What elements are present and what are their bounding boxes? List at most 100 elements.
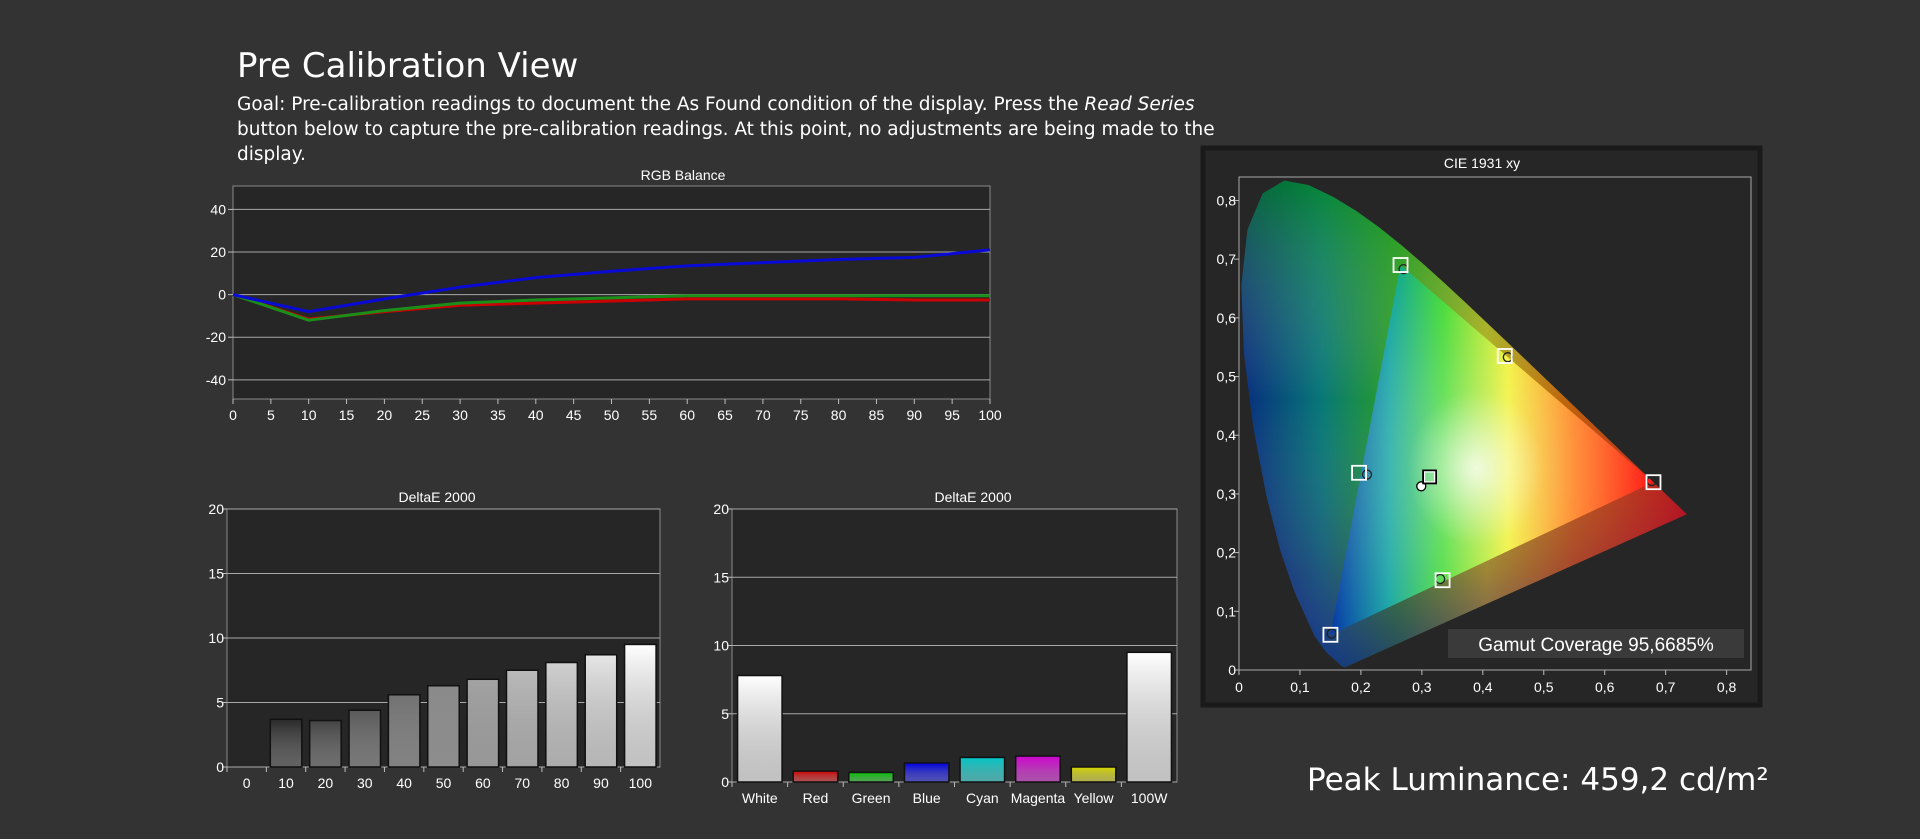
y-tick-label: 0,1 xyxy=(1217,603,1237,619)
x-tick-label: 10 xyxy=(278,775,294,791)
x-tick-label: 60 xyxy=(475,775,491,791)
x-tick-label: 0 xyxy=(1235,679,1243,695)
y-tick-label: 10 xyxy=(208,630,224,646)
read-series-emphasis: Read Series xyxy=(1084,94,1195,115)
bar-shade xyxy=(848,771,895,783)
bar-shade xyxy=(269,718,303,768)
x-tick-label: 50 xyxy=(436,775,452,791)
y-tick-label: 40 xyxy=(210,201,226,217)
page-title: Pre Calibration View xyxy=(237,46,579,86)
plot-area: 0 5 10 15 20 White Red Green Blue Cyan Magenta Yell… xyxy=(713,501,1178,806)
y-tick-label: 20 xyxy=(208,501,224,517)
x-tick-label: 100 xyxy=(978,407,1002,423)
chart-title: DeltaE 2000 xyxy=(934,489,1011,505)
x-tick-label: 90 xyxy=(907,407,923,423)
bar-shade xyxy=(792,770,839,783)
x-tick-label: 100 xyxy=(629,775,653,791)
bar-shade xyxy=(545,661,579,768)
bar-shade xyxy=(505,669,539,768)
x-tick-label: 65 xyxy=(717,407,733,423)
series-line-1 xyxy=(232,293,990,322)
x-tick-label: Red xyxy=(803,790,829,806)
x-tick-label: 15 xyxy=(339,407,355,423)
x-tick-label: 0,6 xyxy=(1595,679,1615,695)
measured-point-blue xyxy=(1326,628,1337,639)
chart-title: RGB Balance xyxy=(641,167,726,183)
cie-1931-chart: CIE 1931 xy 0 0,1 0,2 0,3 0,4 0,5 0,6 0,7 0,8 0 0,… xyxy=(1200,145,1763,708)
bar-shade xyxy=(623,643,657,768)
bar-shade xyxy=(959,756,1006,783)
x-tick-label: 30 xyxy=(357,775,373,791)
gamut-coverage-label: Gamut Coverage 95,6685% xyxy=(1478,635,1714,656)
x-tick-label: 0,7 xyxy=(1656,679,1676,695)
x-tick-label: 0 xyxy=(229,407,237,423)
x-tick-label: 35 xyxy=(490,407,506,423)
x-tick-label: 0,4 xyxy=(1473,679,1493,695)
plot-area: 0 5 10 15 20 0 10 20 30 40 50 60 70 80 90 100 xyxy=(208,501,661,791)
x-tick-label: 0,1 xyxy=(1290,679,1310,695)
y-tick-label: 0 xyxy=(721,774,729,790)
x-tick-label: Magenta xyxy=(1011,790,1066,806)
y-tick-label: 10 xyxy=(713,638,729,654)
y-tick-label: -20 xyxy=(206,329,226,345)
goal-description: Goal: Pre-calibration readings to docume… xyxy=(237,92,1257,167)
target-point-blue xyxy=(1322,626,1339,643)
x-tick-label: 5 xyxy=(267,407,275,423)
x-tick-label: 10 xyxy=(301,407,317,423)
chart-title: DeltaE 2000 xyxy=(398,489,475,505)
chart-title: CIE 1931 xy xyxy=(1444,155,1520,171)
x-tick-label: 85 xyxy=(869,407,885,423)
x-tick-label: 0,8 xyxy=(1717,679,1737,695)
y-tick-label: 20 xyxy=(210,244,226,260)
gamut-coverage-box xyxy=(1448,629,1744,658)
rgb-balance-chart: RGB Balance -40 -20 0 20 40 0 5 10 15 20 25 30 35 40 4… xyxy=(206,167,1002,423)
x-tick-label: 100W xyxy=(1131,790,1168,806)
peak-luminance: Peak Luminance: 459,2 cd/m² xyxy=(1307,762,1769,798)
y-tick-label: 0,4 xyxy=(1217,427,1237,443)
x-tick-label: 80 xyxy=(554,775,570,791)
target-point-white-inner xyxy=(1423,471,1436,483)
bar-shade xyxy=(1070,766,1117,783)
x-tick-label: 45 xyxy=(566,407,582,423)
x-tick-label: Green xyxy=(852,790,891,806)
x-tick-label: 55 xyxy=(642,407,658,423)
y-tick-label: 15 xyxy=(208,566,224,582)
x-tick-label: 40 xyxy=(396,775,412,791)
bar-shade xyxy=(736,674,783,783)
x-tick-label: 20 xyxy=(318,775,334,791)
target-point-yellow xyxy=(1496,348,1513,364)
x-tick-label: 75 xyxy=(793,407,809,423)
measured-point-cyan xyxy=(1361,469,1373,480)
bar-shade xyxy=(1126,651,1173,783)
x-tick-label: White xyxy=(742,790,778,806)
x-tick-label: 70 xyxy=(755,407,771,423)
x-tick-label: Blue xyxy=(913,790,941,806)
bar-shade xyxy=(427,684,460,768)
y-tick-label: 20 xyxy=(713,501,729,517)
x-tick-label: 50 xyxy=(604,407,620,423)
y-tick-label: 0,5 xyxy=(1217,369,1237,385)
bar-shade xyxy=(308,719,342,768)
x-tick-label: 95 xyxy=(944,407,960,423)
target-point-magenta xyxy=(1434,572,1451,589)
bar-shade xyxy=(903,762,950,783)
bar-shade xyxy=(348,709,382,768)
x-tick-label: 90 xyxy=(593,775,609,791)
y-tick-label: 0,2 xyxy=(1217,545,1237,561)
plot-area: -40 -20 0 20 40 0 5 10 15 20 25 30 35 40 45 50 55 60 65 70 7… xyxy=(206,185,1002,423)
y-tick-label: 0,6 xyxy=(1217,310,1237,326)
gamut-triangle-white xyxy=(1330,265,1654,635)
x-tick-label: 0 xyxy=(243,775,251,791)
x-tick-label: 80 xyxy=(831,407,847,423)
bar-shade xyxy=(584,654,618,768)
series-line-2 xyxy=(232,248,991,314)
y-tick-label: 5 xyxy=(721,706,729,722)
target-point-cyan xyxy=(1351,464,1367,481)
colors-deltae-chart: DeltaE 2000 0 5 10 15 20 White Red Green Blue Cya… xyxy=(713,489,1178,806)
y-tick-label: 15 xyxy=(713,569,729,585)
x-tick-label: 40 xyxy=(528,407,544,423)
x-tick-label: 60 xyxy=(679,407,695,423)
target-point-white xyxy=(1422,469,1437,485)
goal-text-start: Goal: Pre-calibration readings to docume… xyxy=(237,94,1085,115)
plot-background xyxy=(232,185,991,400)
